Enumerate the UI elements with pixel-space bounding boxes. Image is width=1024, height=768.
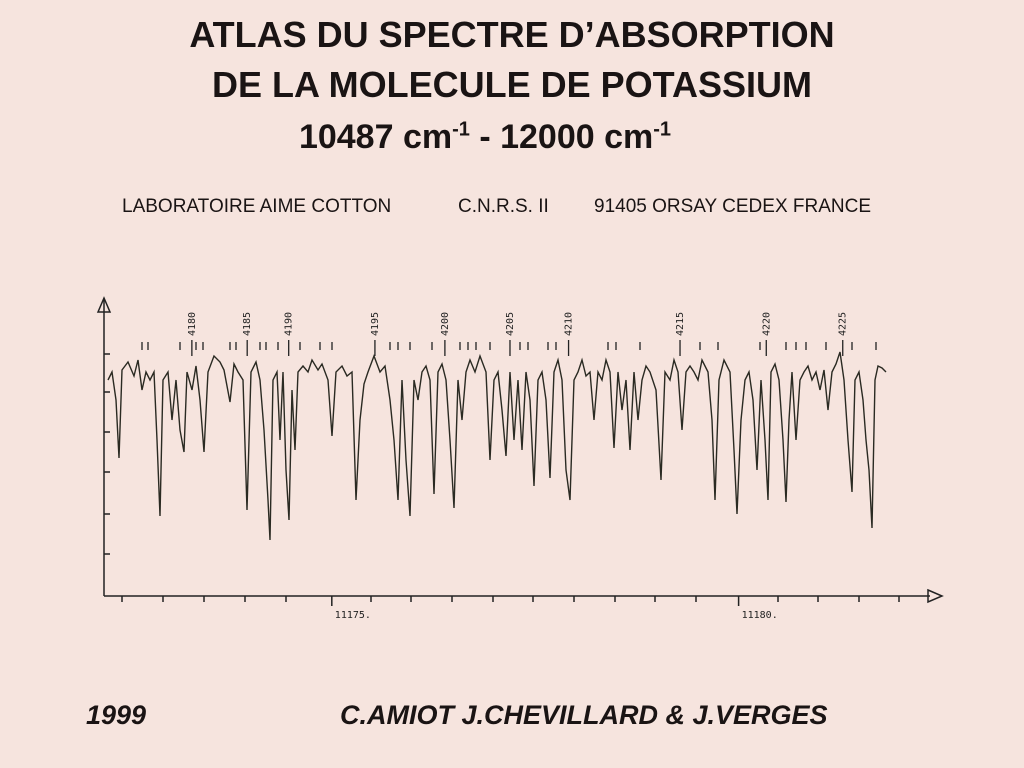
unit: cm (604, 118, 654, 156)
laboratory: LABORATOIRE AIME COTTON (122, 196, 392, 217)
exponent: -1 (653, 118, 672, 141)
range-to: 12000 (500, 118, 595, 156)
line-label: 4180 (187, 312, 198, 336)
range: 10487 cm-1 - 12000 cm-1 (0, 118, 970, 157)
institution: C.N.R.S. II (458, 196, 549, 217)
line-label: 4225 (838, 312, 849, 336)
line-label: 4200 (440, 312, 451, 336)
arrow (927, 588, 944, 604)
y-minor-ticks (104, 353, 110, 555)
line-label: 4190 (284, 312, 295, 336)
address: 91405 ORSAY CEDEX FRANCE (594, 196, 872, 217)
axes (96, 296, 944, 604)
exponent: -1 (452, 118, 470, 141)
x-tick-label: 11180. (742, 610, 778, 621)
line-label: 4220 (761, 312, 772, 336)
line-label: 4210 (564, 312, 575, 336)
year: 1999 (86, 700, 147, 730)
separator: - (479, 118, 491, 156)
arrow (96, 296, 112, 313)
line-label: 4185 (242, 312, 253, 336)
x-tick-label: 11175. (335, 610, 371, 621)
line-markers (141, 342, 877, 350)
spectrum-trace (107, 351, 887, 541)
unit: cm (402, 118, 453, 156)
line-label: 4215 (675, 312, 686, 336)
line-label: 4195 (370, 312, 381, 336)
title: DE LA MOLECULE DE POTASSIUM (211, 64, 812, 105)
authors: C.AMIOT J.CHEVILLARD & J.VERGES (340, 700, 828, 730)
range-from: 10487 (298, 118, 394, 156)
title: ATLAS DU SPECTRE D’ABSORPTION (189, 14, 835, 55)
line-label: 4205 (505, 312, 516, 336)
x-minor-ticks (121, 596, 900, 602)
